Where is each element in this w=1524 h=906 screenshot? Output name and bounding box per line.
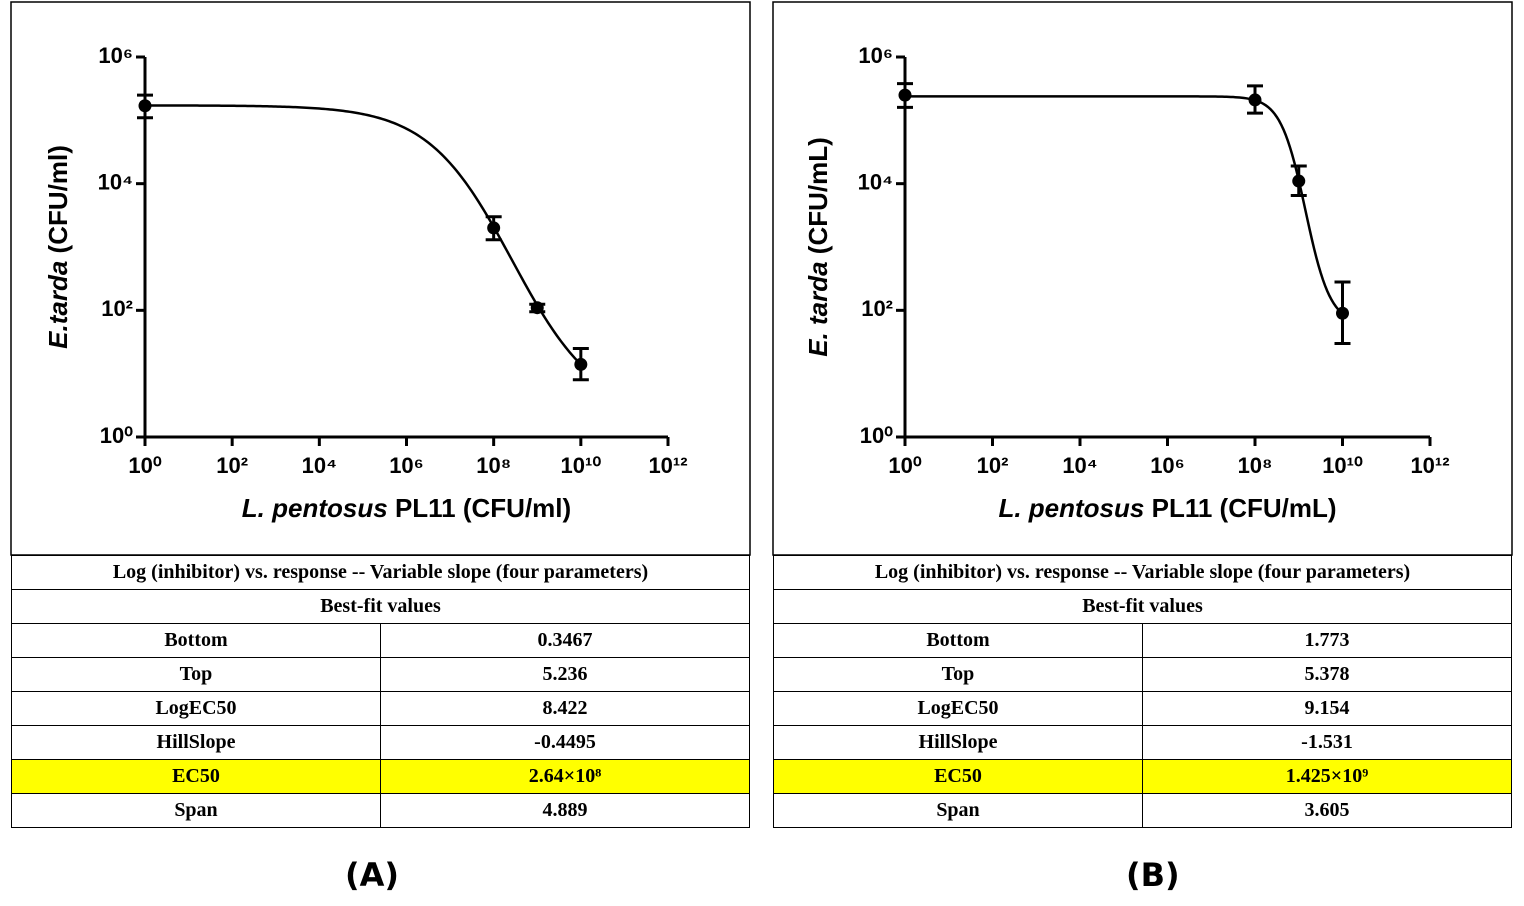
- table-row: Log (inhibitor) vs. response -- Variable…: [773, 555, 1512, 590]
- table-cell: 4.889: [380, 793, 750, 828]
- table-cell: 5.236: [380, 657, 750, 692]
- table-cell: 1.425×10⁹: [1142, 759, 1512, 794]
- table-cell: 3.605: [1142, 793, 1512, 828]
- table-cell: 0.3467: [380, 623, 750, 658]
- table-row: Log (inhibitor) vs. response -- Variable…: [11, 555, 750, 590]
- table-cell: -1.531: [1142, 725, 1512, 760]
- y-tick-label: 10⁶: [858, 43, 893, 68]
- table-cell: HillSlope: [11, 725, 381, 760]
- y-title-unit: (CFU/ml): [43, 145, 73, 253]
- table-row: Top 5.236: [11, 657, 750, 692]
- x-tick-label: 10⁶: [389, 453, 424, 478]
- table-cell: 8.422: [380, 691, 750, 726]
- y-axis-title: E. tarda (CFU/mL): [803, 137, 833, 357]
- data-point: [487, 221, 501, 235]
- table-cell: Top: [773, 657, 1143, 692]
- y-tick-label: 10⁶: [98, 43, 133, 68]
- x-tick-label: 10⁸: [1238, 453, 1273, 478]
- table-row: Best-fit values: [773, 589, 1512, 624]
- y-title-species: E.tarda: [43, 261, 73, 349]
- table-row: Bottom 1.773: [773, 623, 1512, 658]
- x-title-unit: PL11 (CFU/ml): [395, 493, 571, 523]
- table-cell: Best-fit values: [11, 589, 750, 624]
- table-cell: Bottom: [11, 623, 381, 658]
- table-cell: EC50: [773, 759, 1143, 794]
- table-row: HillSlope -1.531: [773, 725, 1512, 760]
- x-tick-label: 10²: [977, 453, 1009, 478]
- y-title-species: E. tarda: [803, 261, 833, 356]
- y-tick-label: 10²: [101, 296, 133, 321]
- data-point: [898, 88, 912, 102]
- x-tick-label: 10⁰: [128, 453, 161, 478]
- table-row: EC50 1.425×10⁹: [773, 759, 1512, 794]
- y-tick-label: 10⁰: [100, 423, 133, 448]
- data-point: [1336, 306, 1349, 320]
- table-cell: 2.64×10⁸: [380, 759, 750, 794]
- x-tick-label: 10¹⁰: [561, 453, 602, 478]
- data-point: [530, 301, 544, 315]
- panel-label: (B): [1126, 856, 1180, 894]
- x-tick-label: 10⁸: [476, 453, 511, 478]
- data-point: [1292, 174, 1306, 188]
- x-tick-label: 10⁴: [1062, 453, 1097, 478]
- data-point: [138, 99, 152, 113]
- x-axis-title: L. pentosus PL11 (CFU/mL): [998, 493, 1336, 523]
- table-row: Bottom 0.3467: [11, 623, 750, 658]
- x-title-unit: PL11 (CFU/mL): [1152, 493, 1337, 523]
- table-cell: 1.773: [1142, 623, 1512, 658]
- x-tick-label: 10¹²: [648, 453, 687, 478]
- x-axis-title: L. pentosus PL11 (CFU/ml): [242, 493, 571, 523]
- table-cell: LogEC50: [773, 691, 1143, 726]
- table-row: Best-fit values: [11, 589, 750, 624]
- y-tick-label: 10⁴: [858, 169, 893, 194]
- x-tick-label: 10²: [216, 453, 248, 478]
- table-cell: Span: [11, 793, 381, 828]
- y-tick-label: 10⁴: [98, 169, 133, 194]
- table-row: EC50 2.64×10⁸: [11, 759, 750, 794]
- x-tick-label: 10¹⁰: [1322, 453, 1363, 478]
- x-tick-label: 10⁴: [302, 453, 337, 478]
- table-cell: 5.378: [1142, 657, 1512, 692]
- panel-label: (A): [345, 856, 400, 894]
- table-row: Span 4.889: [11, 793, 750, 828]
- x-title-species: L. pentosus: [242, 493, 388, 523]
- fit-curve: [145, 104, 582, 366]
- fit-curve: [905, 95, 1344, 315]
- x-tick-label: 10¹²: [1410, 453, 1449, 478]
- table-row: LogEC50 8.422: [11, 691, 750, 726]
- x-tick-label: 10⁰: [888, 453, 921, 478]
- y-title-unit: (CFU/mL): [803, 137, 833, 254]
- table-row: Span 3.605: [773, 793, 1512, 828]
- table-cell: LogEC50: [11, 691, 381, 726]
- table-cell: Best-fit values: [773, 589, 1512, 624]
- fit-table: Log (inhibitor) vs. response -- Variable…: [11, 555, 750, 828]
- table-row: Top 5.378: [773, 657, 1512, 692]
- table-cell: Bottom: [773, 623, 1143, 658]
- data-point: [574, 357, 588, 371]
- table-cell: 9.154: [1142, 691, 1512, 726]
- table-cell: Log (inhibitor) vs. response -- Variable…: [773, 555, 1512, 590]
- y-axis-title: E.tarda (CFU/ml): [43, 145, 73, 349]
- y-tick-label: 10²: [861, 296, 893, 321]
- x-title-species: L. pentosus: [998, 493, 1144, 523]
- data-point: [1248, 93, 1262, 107]
- table-row: LogEC50 9.154: [773, 691, 1512, 726]
- table-cell: Top: [11, 657, 381, 692]
- x-tick-label: 10⁶: [1150, 453, 1185, 478]
- fit-table: Log (inhibitor) vs. response -- Variable…: [773, 555, 1512, 828]
- table-cell: -0.4495: [380, 725, 750, 760]
- table-cell: HillSlope: [773, 725, 1143, 760]
- panel-frame: [10, 1, 751, 556]
- table-cell: Span: [773, 793, 1143, 828]
- panel-frame: [772, 1, 1513, 556]
- y-tick-label: 10⁰: [860, 423, 893, 448]
- table-cell: EC50: [11, 759, 381, 794]
- table-cell: Log (inhibitor) vs. response -- Variable…: [11, 555, 750, 590]
- table-row: HillSlope -0.4495: [11, 725, 750, 760]
